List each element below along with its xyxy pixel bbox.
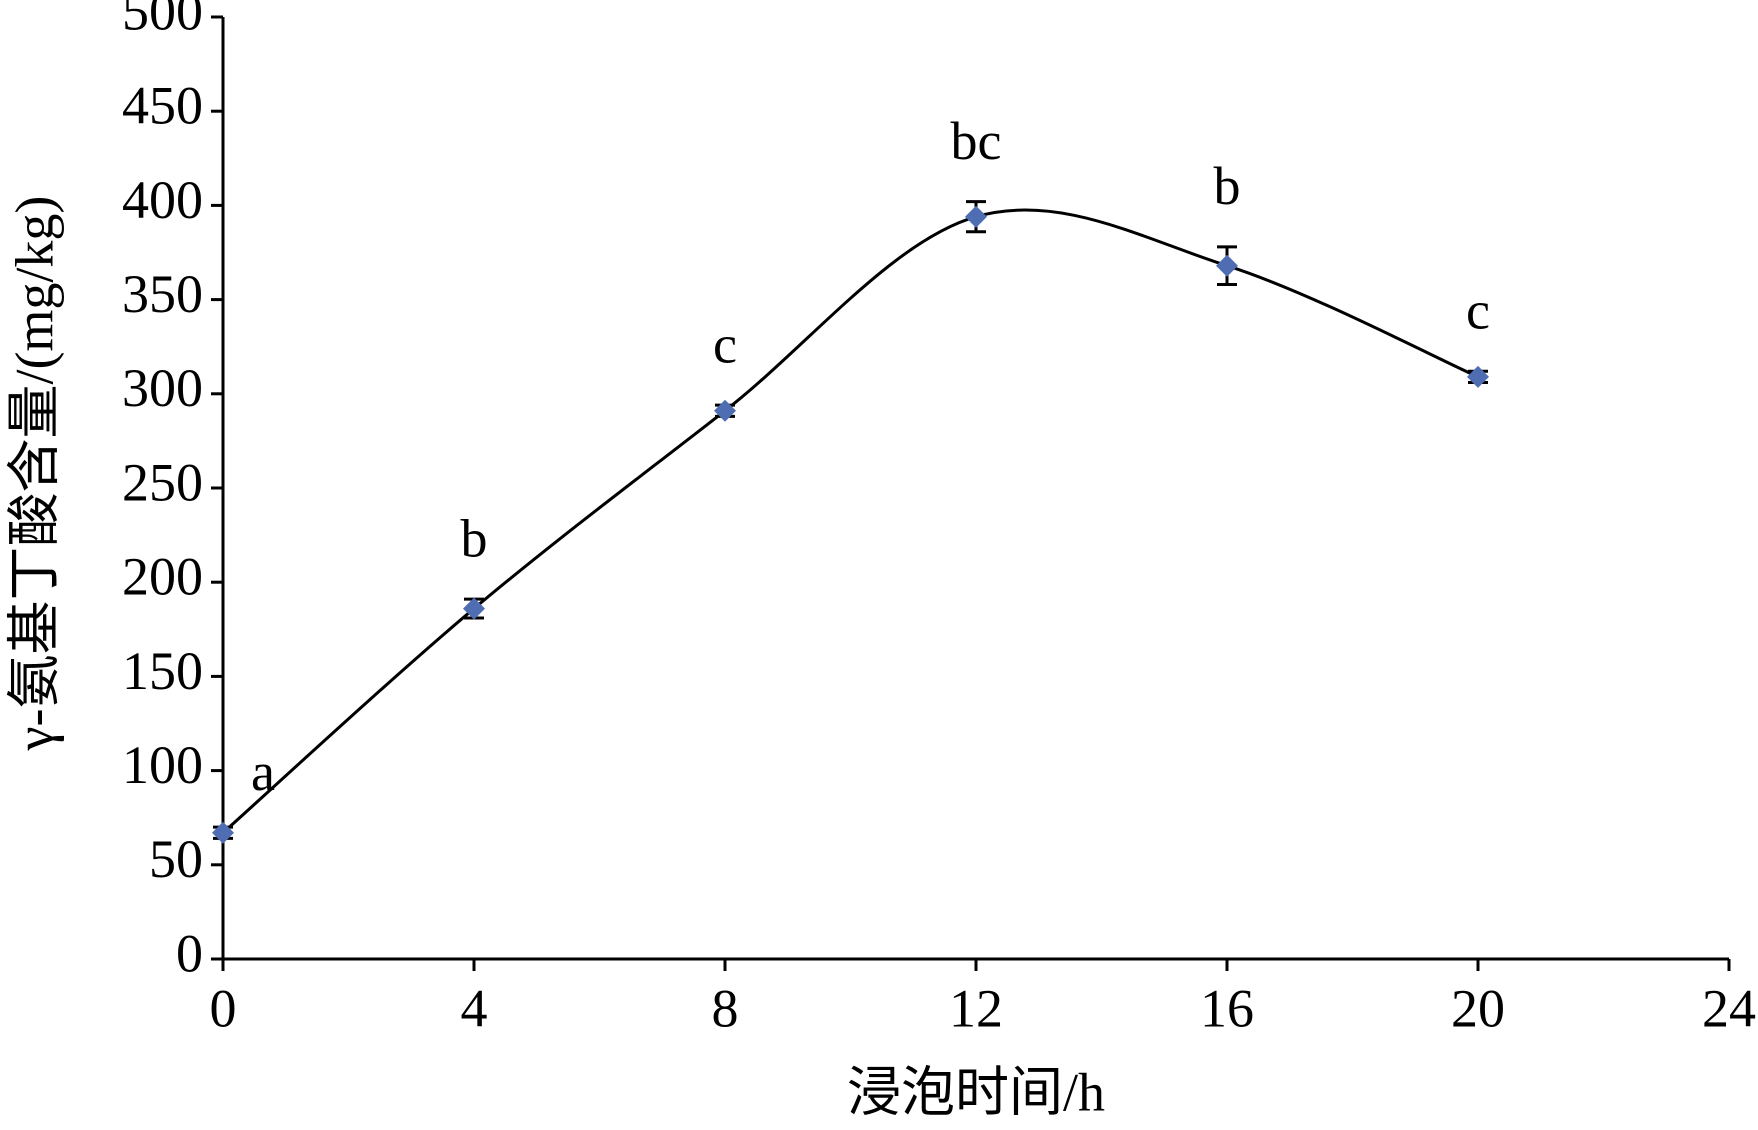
marker bbox=[463, 597, 485, 620]
x-tick-label: 12 bbox=[949, 978, 1003, 1038]
y-tick-label: 200 bbox=[122, 547, 203, 607]
x-tick-label: 16 bbox=[1200, 978, 1254, 1038]
annotation: c bbox=[1466, 281, 1490, 341]
marker bbox=[212, 821, 234, 844]
annotation: b bbox=[461, 509, 488, 569]
y-tick-label: 400 bbox=[122, 170, 203, 230]
line bbox=[222, 208, 1479, 834]
y-tick-label: 500 bbox=[122, 0, 203, 41]
y-tick-label: 50 bbox=[149, 829, 203, 889]
y-tick-label: 100 bbox=[122, 735, 203, 795]
annotation: c bbox=[713, 314, 737, 374]
y-tick-label: 450 bbox=[122, 76, 203, 136]
y-tick-label: 0 bbox=[176, 923, 203, 983]
y-tick-label: 300 bbox=[122, 358, 203, 418]
annotation: b bbox=[1214, 156, 1241, 216]
marker bbox=[1216, 254, 1238, 277]
y-axis-title: γ-氨基丁酸含量/(mg/kg) bbox=[4, 196, 64, 752]
x-tick-label: 24 bbox=[1702, 978, 1756, 1038]
marker bbox=[965, 205, 987, 228]
annotation: bc bbox=[951, 111, 1002, 171]
x-tick-label: 8 bbox=[712, 978, 739, 1038]
y-tick-label: 350 bbox=[122, 264, 203, 324]
x-axis-title: 浸泡时间/h bbox=[847, 1062, 1105, 1122]
marker bbox=[1467, 365, 1489, 388]
marker bbox=[714, 399, 736, 422]
annotation: a bbox=[251, 742, 275, 802]
x-tick-label: 20 bbox=[1451, 978, 1505, 1038]
y-tick-label: 250 bbox=[122, 452, 203, 512]
x-tick-label: 4 bbox=[461, 978, 488, 1038]
y-tick-label: 150 bbox=[122, 641, 203, 701]
x-tick-label: 0 bbox=[210, 978, 237, 1038]
